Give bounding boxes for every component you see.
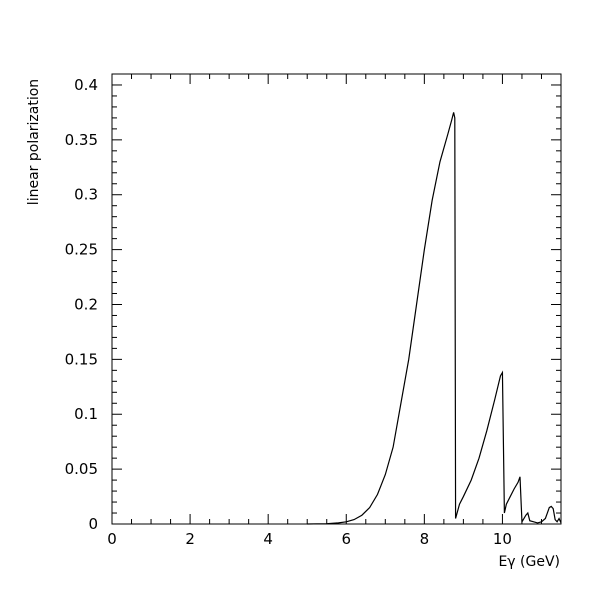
x-tick-label: 8	[420, 530, 430, 548]
y-tick-label: 0.25	[65, 241, 98, 259]
y-tick-label: 0.4	[74, 76, 98, 94]
y-tick-label: 0.15	[65, 350, 98, 368]
x-axis-label: Eγ (GeV)	[498, 554, 560, 570]
x-tick-label: 0	[107, 530, 117, 548]
plot-frame	[111, 73, 562, 525]
series-line	[307, 112, 562, 525]
x-tick-label: 6	[341, 530, 351, 548]
y-tick-label: 0	[88, 515, 98, 533]
y-axis-tick-labels: 0 0.05 0.1 0.15 0.2 0.25 0.3 0.35 0.4	[65, 76, 98, 533]
y-tick-label: 0.35	[65, 131, 98, 149]
y-tick-label: 0.1	[74, 405, 98, 423]
y-axis-label: linear polarization	[26, 79, 42, 205]
y-tick-label: 0.05	[65, 460, 98, 478]
y-tick-label: 0.2	[74, 295, 98, 313]
x-tick-label: 4	[263, 530, 273, 548]
x-axis-ticks	[111, 74, 562, 524]
y-axis-ticks	[112, 73, 561, 525]
x-tick-label: 10	[493, 530, 512, 548]
x-tick-label: 2	[185, 530, 195, 548]
x-axis-tick-labels: 0 2 4 6 8 10	[107, 530, 512, 548]
y-tick-label: 0.3	[74, 186, 98, 204]
